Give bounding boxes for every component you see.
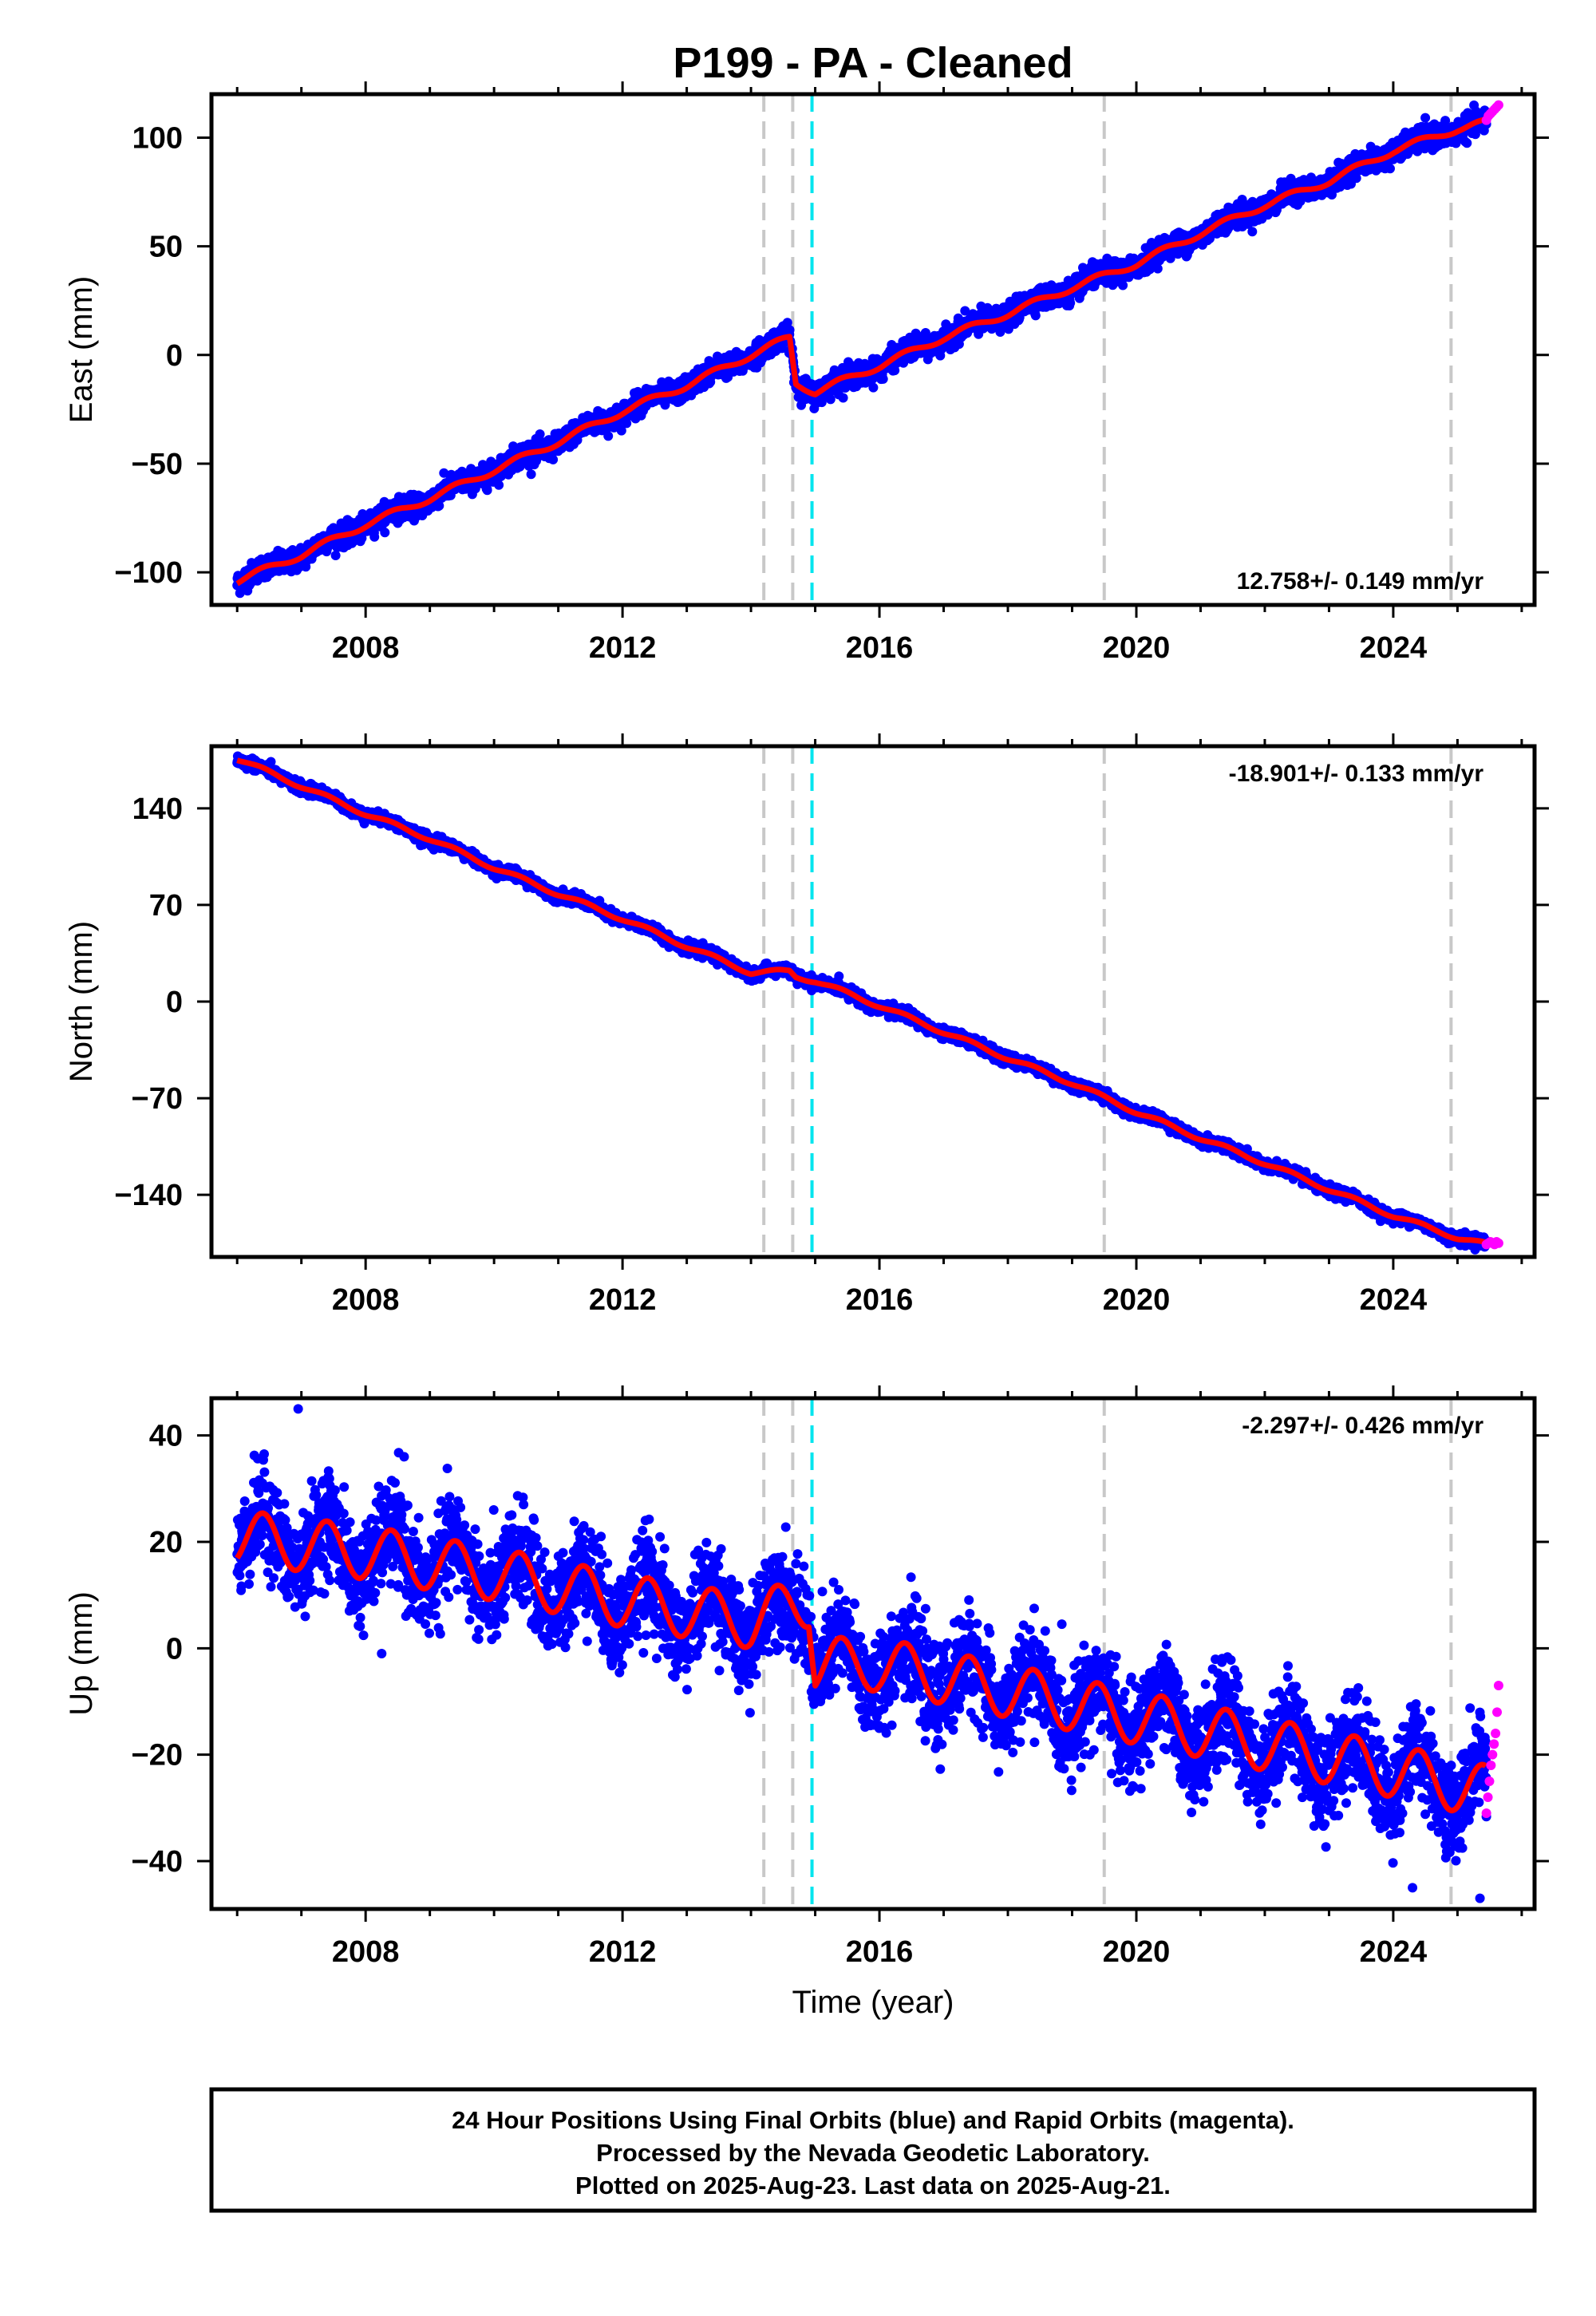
east-rapid-orbit-points (1481, 100, 1503, 125)
east-plot-area (232, 94, 1503, 605)
final-orbit-point (494, 480, 504, 490)
final-orbit-point (878, 373, 888, 384)
final-orbit-point (1351, 173, 1361, 184)
final-orbit-point (1152, 263, 1163, 274)
final-orbit-point (1118, 280, 1128, 290)
final-orbit-point (380, 528, 390, 538)
final-orbit-point (1440, 116, 1451, 126)
east-x-tick-label: 2024 (1360, 631, 1428, 665)
east-y-tick-label: 100 (132, 121, 183, 155)
final-orbit-point (920, 328, 930, 338)
east-x-tick-label: 2012 (589, 631, 657, 665)
east-frame (209, 92, 1537, 607)
final-orbit-point (535, 429, 545, 439)
chart-title: P199 - PA - Cleaned (673, 39, 1073, 87)
rapid-orbit-point (1493, 100, 1503, 110)
final-orbit-point (439, 468, 449, 478)
east-y-tick-label: 50 (149, 231, 183, 264)
east-rate-label: 12.758+/- 0.149 mm/yr (1237, 568, 1484, 595)
final-orbit-point (526, 469, 536, 480)
final-orbit-point (616, 425, 626, 436)
final-orbit-point (1462, 138, 1472, 148)
final-orbit-point (548, 454, 559, 464)
final-orbit-point (482, 485, 492, 496)
east-model-fit-line (235, 117, 1487, 587)
final-orbit-point (603, 431, 614, 441)
final-orbit-point (782, 318, 792, 328)
final-orbit-point (1247, 227, 1258, 237)
final-orbit-point (838, 393, 848, 403)
east-final-orbit-points (232, 100, 1491, 599)
east-y-axis-label: East (mm) (64, 276, 99, 423)
north-plot-area (232, 746, 1503, 1257)
east-y-tick-label: −50 (132, 448, 183, 481)
east-x-tick-label: 2016 (846, 631, 914, 665)
final-orbit-point (784, 325, 795, 335)
east-y-tick-label: 0 (166, 339, 183, 373)
east-x-tick-label: 2008 (332, 631, 400, 665)
east-x-tick-label: 2020 (1103, 631, 1171, 665)
final-orbit-point (330, 551, 341, 560)
final-orbit-point (1385, 164, 1395, 174)
final-orbit-point (357, 533, 367, 543)
final-orbit-point (369, 532, 380, 542)
final-orbit-point (960, 306, 970, 316)
east-panel: 2008 2012 2016 2020 2024 −100 −50 0 50 100 East (m… (64, 81, 1549, 665)
final-orbit-point (1327, 190, 1337, 200)
final-orbit-point (868, 382, 879, 393)
final-orbit-point (1065, 298, 1076, 308)
final-orbit-point (434, 500, 444, 511)
final-orbit-point (890, 366, 900, 376)
final-orbit-point (991, 303, 1001, 314)
final-orbit-point (1420, 113, 1431, 123)
final-orbit-point (825, 394, 836, 405)
final-orbit-point (1030, 310, 1041, 321)
east-y-tick-label: −100 (114, 556, 183, 590)
